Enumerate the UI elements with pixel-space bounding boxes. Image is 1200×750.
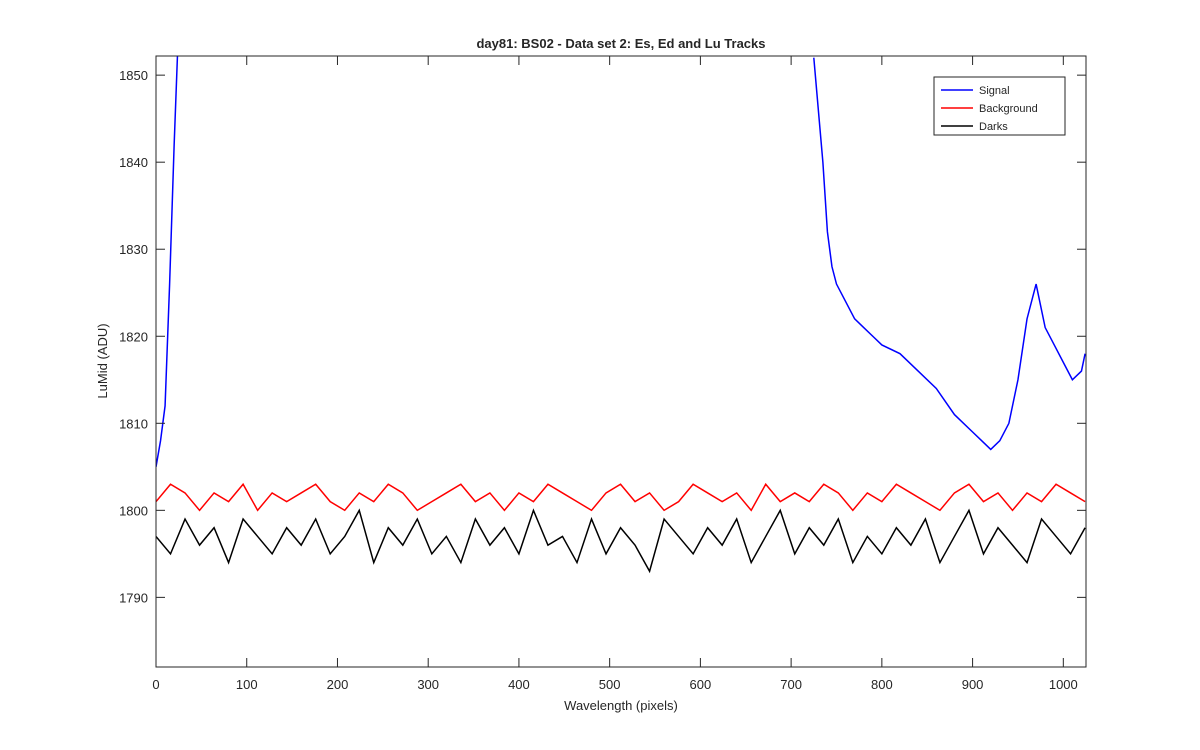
y-tick-label: 1850: [119, 68, 148, 83]
x-tick-label: 0: [152, 677, 159, 692]
x-tick-label: 500: [599, 677, 621, 692]
series-line: [156, 56, 1086, 467]
x-tick-label: 300: [417, 677, 439, 692]
y-tick-label: 1800: [119, 503, 148, 518]
y-tick-label: 1830: [119, 242, 148, 257]
x-tick-label: 200: [327, 677, 349, 692]
y-axis-label: LuMid (ADU): [95, 323, 110, 398]
axes-box: [155, 55, 1087, 668]
chart-title: day81: BS02 - Data set 2: Es, Ed and Lu …: [476, 36, 765, 51]
x-axis-label: Wavelength (pixels): [564, 698, 678, 713]
legend-label: Signal: [979, 85, 1010, 97]
lines: [156, 56, 1086, 574]
x-tick-label: 900: [962, 677, 984, 692]
y-tick-label: 1790: [119, 590, 148, 605]
x-tick-label: 800: [871, 677, 893, 692]
legend-label: Darks: [979, 121, 1008, 133]
y-tick-label: 1820: [119, 329, 148, 344]
x-tick-label: 400: [508, 677, 530, 692]
plot-area: [156, 56, 1086, 667]
y-tick-label: 1810: [119, 416, 148, 431]
series-line: [156, 482, 1086, 512]
legend-label: Background: [979, 103, 1038, 115]
x-tick-label: 700: [780, 677, 802, 692]
x-tick-label: 100: [236, 677, 258, 692]
x-tick-label: 1000: [1049, 677, 1078, 692]
x-tick-label: 600: [690, 677, 712, 692]
series-line: [156, 508, 1086, 574]
y-tick-label: 1840: [119, 155, 148, 170]
